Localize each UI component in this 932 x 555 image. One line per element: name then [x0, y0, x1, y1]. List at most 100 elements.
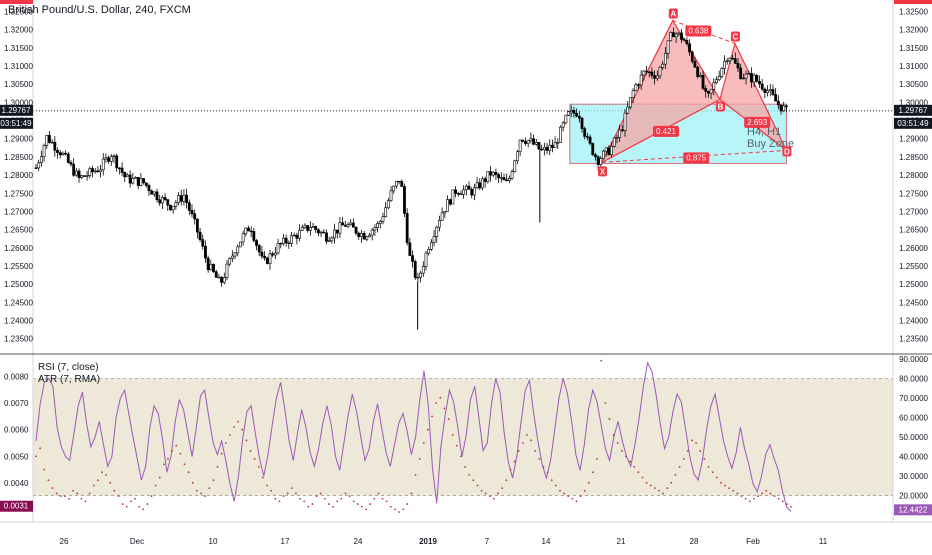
price-tick-right: 1.28500 [899, 153, 928, 162]
candle-body [741, 77, 745, 80]
candle-body [193, 213, 197, 220]
price-tick-right: 1.27000 [899, 207, 928, 216]
countdown-right-bg [894, 117, 932, 129]
candle-body [429, 242, 433, 250]
atr-series [35, 359, 792, 513]
price-tick-right: 1.27500 [899, 189, 928, 198]
candle-body [577, 115, 581, 119]
zone-label-2: Buy Zone [747, 138, 794, 150]
candle-body [303, 225, 307, 228]
atr-point [319, 492, 322, 495]
atr-point [431, 415, 433, 418]
atr-point [596, 458, 598, 460]
candle-body [602, 150, 605, 159]
atr-point [604, 402, 607, 405]
atr-point [402, 508, 405, 511]
candle-body [37, 162, 41, 169]
time-tick: Dec [130, 537, 144, 546]
atr-point [253, 458, 256, 460]
price-tick-right: 1.31000 [899, 62, 928, 71]
rsi-tick: 50.0000 [899, 433, 928, 442]
atr-point [497, 492, 499, 495]
atr-point [790, 505, 792, 508]
candle-body [583, 128, 587, 137]
candle-body [53, 141, 57, 151]
candle-body [677, 32, 681, 35]
atr-point [732, 489, 735, 492]
candle-body [542, 147, 546, 151]
atr-point [72, 489, 75, 492]
price-tick-left: 1.31500 [4, 44, 33, 53]
candle-body [459, 193, 463, 195]
atr-point [138, 505, 141, 508]
candle-body [540, 148, 544, 151]
candle-body [397, 180, 401, 183]
price-tick-left: 1.31000 [4, 62, 33, 71]
candle-body [545, 147, 549, 151]
atr-point [105, 473, 108, 476]
atr-point [328, 503, 330, 505]
candle-body [179, 195, 183, 202]
candle-body [109, 156, 113, 162]
candle-body [128, 174, 132, 184]
atr-point [468, 473, 471, 476]
candle-body [241, 233, 245, 243]
candle-body [284, 237, 288, 244]
atr-point [187, 471, 190, 474]
candle-body [93, 170, 97, 173]
atr-point [460, 455, 462, 458]
candle-body [529, 138, 533, 141]
price-tick-right: 1.32000 [899, 26, 928, 35]
candle-body [491, 172, 495, 176]
atr-point [286, 492, 289, 495]
candle-body [120, 167, 124, 173]
price-tick-left: 1.26000 [4, 244, 33, 253]
atr-point [695, 442, 698, 444]
atr-point [493, 497, 495, 500]
candle-body [413, 261, 417, 278]
atr-point [208, 487, 211, 490]
candle-body [171, 205, 175, 211]
time-tick: 24 [354, 537, 363, 546]
atr-point [369, 503, 372, 505]
candle-body [88, 168, 92, 176]
atr-point [229, 434, 231, 436]
price-tick-right: 1.31500 [899, 44, 928, 53]
atr-point [162, 463, 165, 466]
candle-body [83, 175, 86, 177]
price-tick-left: 1.29000 [4, 135, 33, 144]
atr-value-tag: 0.0031 [4, 502, 29, 511]
atr-point [389, 505, 392, 508]
candle-body [682, 39, 686, 41]
candle-body [85, 175, 89, 177]
atr-point [542, 465, 545, 468]
atr-point [740, 495, 743, 497]
atr-point [299, 497, 301, 500]
rsi-tick: 80.0000 [899, 374, 928, 383]
candle-body [698, 74, 702, 77]
atr-point [625, 455, 627, 458]
candle-body [206, 257, 210, 271]
point-a-label-bg [668, 8, 678, 19]
rsi-line-path [35, 361, 792, 512]
candle-body [454, 189, 457, 194]
atr-point [699, 450, 702, 452]
candle-body [131, 178, 135, 184]
atr-point [212, 479, 215, 482]
atr-point [662, 492, 665, 495]
candle-body [607, 147, 611, 156]
price-tick-right: 1.30000 [899, 98, 928, 107]
candle-body [155, 191, 159, 201]
atr-point [719, 481, 722, 484]
ratio-xb-label: 0.421 [656, 127, 677, 136]
candle-body [195, 218, 199, 233]
atr-point [476, 484, 479, 487]
atr-point [381, 497, 384, 500]
price-tick-right: 1.23500 [899, 335, 928, 344]
candle-body [424, 252, 428, 267]
candle-body [230, 255, 234, 259]
candle-body [448, 199, 452, 205]
candle-body [77, 170, 81, 178]
ratio-xb-label-bg [652, 125, 679, 137]
